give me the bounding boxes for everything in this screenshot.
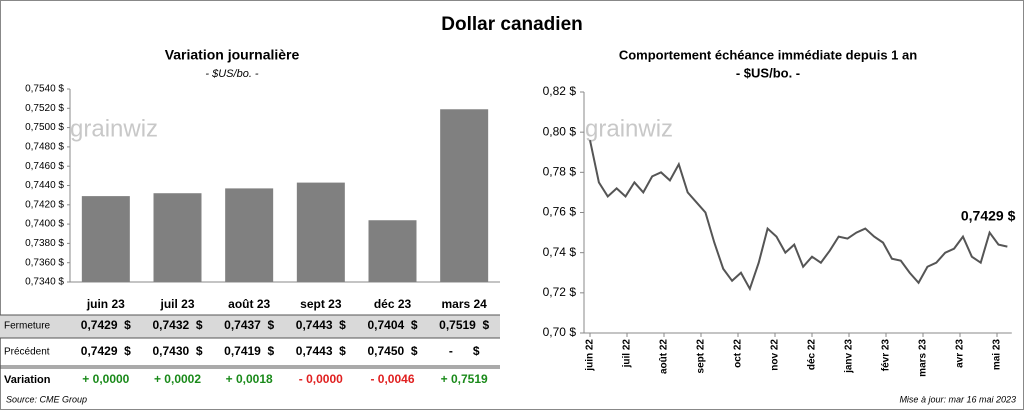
- table-cell: 0,7519 $: [439, 318, 489, 332]
- line-subtitle: - $US/bo. -: [736, 65, 800, 80]
- table-cell: 0,7443 $: [296, 344, 346, 358]
- row-label: Fermeture: [4, 321, 51, 332]
- bar: [440, 109, 489, 282]
- bar-title: Variation journalière: [165, 47, 300, 63]
- x-tick-label: nov 22: [770, 339, 781, 371]
- table-cell: 0,7443 $: [296, 318, 346, 332]
- table-cell: 0,7430 $: [152, 344, 202, 358]
- table-cell: 0,7437 $: [224, 318, 274, 332]
- price-line: [589, 139, 1008, 292]
- x-tick-label: oct 22: [733, 339, 744, 368]
- row-label: Variation: [4, 374, 51, 386]
- table-cell: + 0,0002: [154, 372, 201, 386]
- annotation: 0,7429 $: [961, 207, 1016, 223]
- table-cell: 0,7429 $: [81, 344, 131, 358]
- table-cell: 0,7429 $: [81, 318, 131, 332]
- table-cell: 0,7450 $: [367, 344, 417, 358]
- bar: [153, 193, 202, 282]
- y-tick-label: 0,7440 $: [25, 180, 64, 191]
- y-tick-label: 0,72 $: [543, 285, 577, 299]
- x-tick-label: mars 24: [441, 297, 487, 311]
- y-tick-label: 0,7340 $: [25, 277, 64, 288]
- x-tick-label: juin 22: [585, 339, 596, 372]
- watermark: grainwiz: [70, 115, 158, 142]
- x-tick-label: févr 23: [881, 339, 892, 372]
- table-cell: 0,7432 $: [152, 318, 202, 332]
- y-tick-label: 0,70 $: [543, 325, 577, 339]
- bar: [296, 182, 345, 282]
- x-tick-label: août 22: [659, 339, 670, 374]
- y-tick-label: 0,7540 $: [25, 84, 64, 95]
- row-label: Précédent: [4, 347, 50, 358]
- x-tick-label: juil 22: [622, 339, 633, 369]
- y-tick-label: 0,7500 $: [25, 122, 64, 133]
- table-cell: - 0,0046: [370, 372, 414, 386]
- table-cell: + 0,0000: [82, 372, 129, 386]
- x-tick-label: janv 23: [844, 339, 855, 374]
- y-tick-label: 0,7360 $: [25, 257, 64, 268]
- y-tick-label: 0,80 $: [543, 124, 577, 138]
- x-tick-label: juil 23: [159, 297, 194, 311]
- y-tick-label: 0,78 $: [543, 165, 577, 179]
- y-tick-label: 0,7520 $: [25, 103, 64, 114]
- watermark: grainwiz: [585, 115, 673, 142]
- updated: Mise à jour: mar 16 mai 2023: [899, 394, 1016, 404]
- source: Source: CME Group: [6, 394, 87, 404]
- bar-subtitle: - $US/bo. -: [205, 68, 259, 80]
- line-title: Comportement échéance immédiate depuis 1…: [619, 47, 917, 62]
- table-cell: + 0,0018: [226, 372, 273, 386]
- x-tick-label: sept 23: [300, 297, 342, 311]
- x-tick-label: mars 23: [918, 339, 929, 377]
- x-tick-label: déc 22: [807, 339, 818, 371]
- y-tick-label: 0,82 $: [543, 84, 577, 98]
- x-tick-label: mai 23: [992, 339, 1003, 371]
- table-cell: - 0,0000: [299, 372, 343, 386]
- y-tick-label: 0,7420 $: [25, 199, 64, 210]
- x-tick-label: déc 23: [374, 297, 412, 311]
- x-tick-label: juin 23: [86, 297, 125, 311]
- y-tick-label: 0,7480 $: [25, 142, 64, 153]
- y-tick-label: 0,7400 $: [25, 219, 64, 230]
- page-title: Dollar canadien: [441, 14, 583, 35]
- table-cell: 0,7404 $: [367, 318, 417, 332]
- bar: [225, 188, 274, 282]
- y-tick-label: 0,7380 $: [25, 238, 64, 249]
- row-shade: [0, 315, 500, 338]
- bar: [81, 196, 130, 282]
- table-cell: 0,7419 $: [224, 344, 274, 358]
- y-tick-label: 0,7460 $: [25, 161, 64, 172]
- x-tick-label: avr 23: [955, 339, 966, 368]
- table-cell: - $: [449, 344, 480, 358]
- x-tick-label: sept 22: [696, 339, 707, 374]
- y-tick-label: 0,76 $: [543, 205, 577, 219]
- bar: [368, 220, 417, 282]
- table-cell: + 0,7519: [441, 372, 488, 386]
- y-tick-label: 0,74 $: [543, 245, 577, 259]
- x-tick-label: août 23: [228, 297, 270, 311]
